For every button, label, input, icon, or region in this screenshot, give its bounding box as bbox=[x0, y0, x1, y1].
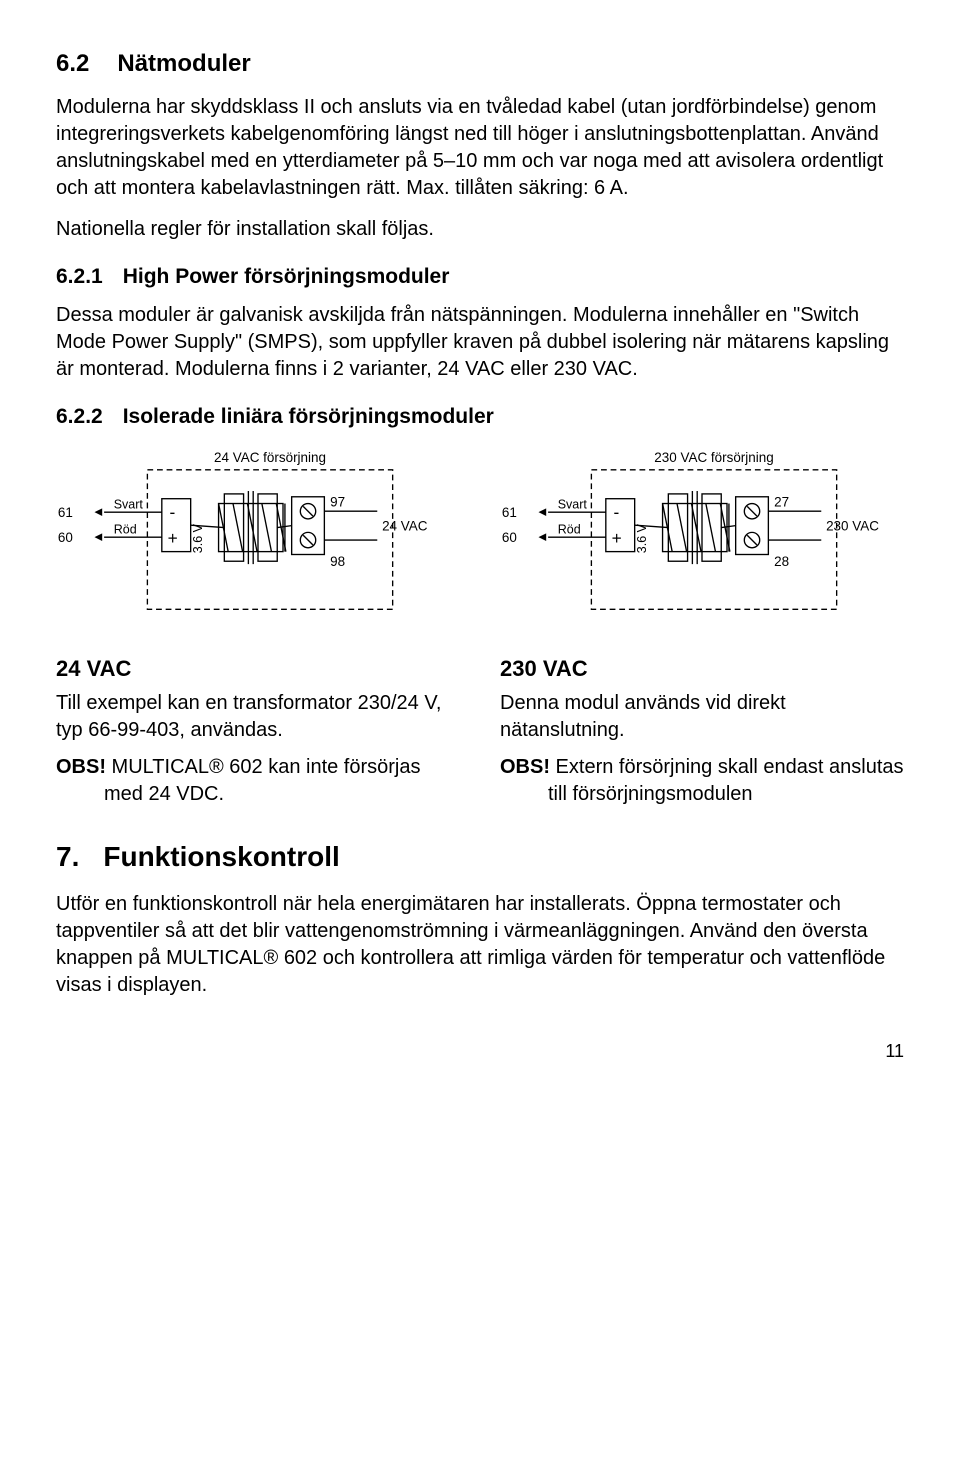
col-230vac: 230 VAC Denna modul används vid direkt n… bbox=[500, 654, 904, 808]
svg-text:230 VAC: 230 VAC bbox=[826, 519, 879, 534]
obs-body: MULTICAL® 602 kan inte försörjas med 24 … bbox=[104, 756, 421, 805]
heading-text: Funktionskontroll bbox=[103, 838, 339, 876]
diagram-230vac: 230 VAC försörjning - +3.6 V 61 60 Svart Röd 27… bbox=[500, 441, 904, 624]
heading-num: 6.2.1 bbox=[56, 263, 103, 291]
svg-text:98: 98 bbox=[330, 554, 345, 569]
svg-text:-: - bbox=[614, 502, 620, 522]
col-body: Till exempel kan en transformator 230/24… bbox=[56, 690, 460, 744]
col-24vac: 24 VAC Till exempel kan en transformator… bbox=[56, 654, 460, 808]
svg-text:61: 61 bbox=[58, 505, 73, 520]
svg-text:+: + bbox=[612, 528, 622, 548]
heading-num: 7. bbox=[56, 838, 79, 876]
svg-text:-: - bbox=[170, 502, 176, 522]
heading-text: Isolerade liniära försörjningsmoduler bbox=[123, 403, 494, 431]
svg-text:Svart: Svart bbox=[558, 497, 588, 511]
svg-text:24 VAC försörjning: 24 VAC försörjning bbox=[214, 450, 326, 465]
obs-line: OBS! MULTICAL® 602 kan inte försörjas me… bbox=[56, 754, 460, 808]
paragraph: Modulerna har skyddsklass II och ansluts… bbox=[56, 94, 904, 202]
svg-text:24 VAC: 24 VAC bbox=[382, 519, 428, 534]
svg-text:230 VAC försörjning: 230 VAC försörjning bbox=[654, 450, 773, 465]
diagrams-row: 24 VAC försörjning - +3.6 V 61 60 Svart Röd 97 9… bbox=[56, 441, 904, 624]
svg-text:Röd: Röd bbox=[558, 522, 581, 536]
svg-text:28: 28 bbox=[774, 554, 789, 569]
col-title: 230 VAC bbox=[500, 654, 904, 684]
svg-text:3.6 V: 3.6 V bbox=[191, 523, 205, 553]
heading-6-2-1: 6.2.1 High Power försörjningsmoduler bbox=[56, 263, 904, 291]
svg-text:61: 61 bbox=[502, 505, 517, 520]
heading-7: 7. Funktionskontroll bbox=[56, 838, 904, 876]
heading-6-2-2: 6.2.2 Isolerade liniära försörjningsmodu… bbox=[56, 403, 904, 431]
col-body: Denna modul används vid direkt nätanslut… bbox=[500, 690, 904, 744]
heading-num: 6.2 bbox=[56, 48, 89, 80]
heading-6-2: 6.2 Nätmoduler bbox=[56, 48, 904, 80]
svg-text:60: 60 bbox=[58, 530, 73, 545]
svg-text:3.6 V: 3.6 V bbox=[635, 523, 649, 553]
paragraph: Dessa moduler är galvanisk avskiljda frå… bbox=[56, 302, 904, 383]
obs-label: OBS! bbox=[56, 756, 106, 778]
svg-text:97: 97 bbox=[330, 494, 345, 509]
svg-text:27: 27 bbox=[774, 494, 789, 509]
heading-text: High Power försörjningsmoduler bbox=[123, 263, 450, 291]
svg-text:Röd: Röd bbox=[114, 522, 137, 536]
page-number: 11 bbox=[56, 1039, 904, 1063]
heading-num: 6.2.2 bbox=[56, 403, 103, 431]
paragraph: Utför en funktionskontroll när hela ener… bbox=[56, 891, 904, 999]
svg-text:+: + bbox=[168, 528, 178, 548]
heading-text: Nätmoduler bbox=[117, 48, 250, 80]
obs-body: Extern försörjning skall endast anslutas… bbox=[548, 756, 904, 805]
diagram-24vac: 24 VAC försörjning - +3.6 V 61 60 Svart Röd 97 9… bbox=[56, 441, 460, 624]
obs-line: OBS! Extern försörjning skall endast ans… bbox=[500, 754, 904, 808]
svg-text:Svart: Svart bbox=[114, 497, 144, 511]
info-columns: 24 VAC Till exempel kan en transformator… bbox=[56, 654, 904, 808]
svg-text:60: 60 bbox=[502, 530, 517, 545]
paragraph: Nationella regler för installation skall… bbox=[56, 216, 904, 243]
col-title: 24 VAC bbox=[56, 654, 460, 684]
obs-label: OBS! bbox=[500, 756, 550, 778]
